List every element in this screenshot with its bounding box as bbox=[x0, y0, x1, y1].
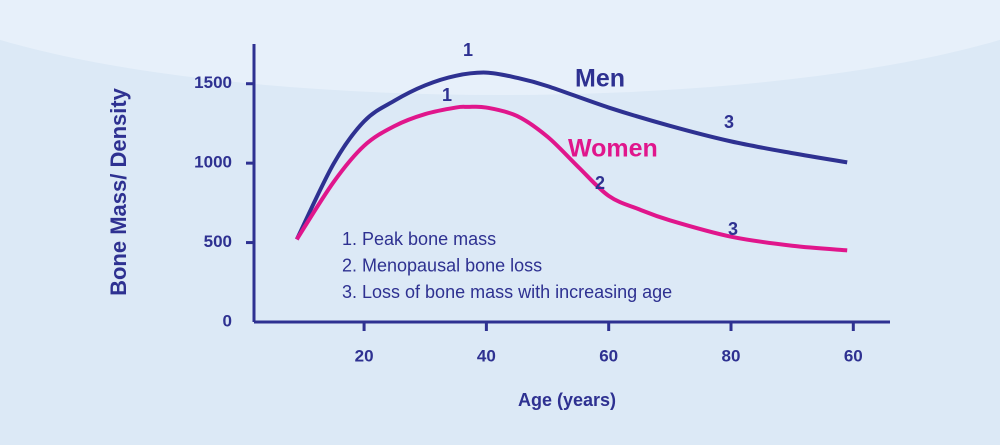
annotation: 2 bbox=[595, 173, 605, 193]
annotation: 1 bbox=[442, 85, 452, 105]
x-tick-label: 80 bbox=[722, 346, 741, 365]
series-label: Men bbox=[575, 65, 625, 93]
annotation: 3 bbox=[724, 112, 734, 132]
line bbox=[295, 104, 848, 253]
y-tick-label: 1000 bbox=[194, 153, 232, 172]
y-tick-label: 500 bbox=[204, 232, 232, 251]
series-label: Women bbox=[568, 135, 658, 163]
annotation: 3 bbox=[728, 219, 738, 239]
x-tick-label: 40 bbox=[477, 346, 496, 365]
note: 1. Peak bone mass bbox=[342, 229, 496, 249]
annotation: 1 bbox=[463, 40, 473, 60]
x-tick-label: 60 bbox=[844, 346, 863, 365]
note: 2. Menopausal bone loss bbox=[342, 255, 542, 275]
line bbox=[295, 70, 848, 241]
background-arc bbox=[0, 0, 1000, 95]
y-tick-label: 0 bbox=[223, 311, 232, 330]
x-tick-label: 20 bbox=[355, 346, 374, 365]
y-tick-label: 1500 bbox=[194, 73, 232, 92]
x-axis-label: Age (years) bbox=[518, 390, 616, 410]
note: 3. Loss of bone mass with increasing age bbox=[342, 282, 672, 302]
x-tick-label: 60 bbox=[599, 346, 618, 365]
y-axis-label: Bone Mass/ Density bbox=[106, 87, 131, 296]
